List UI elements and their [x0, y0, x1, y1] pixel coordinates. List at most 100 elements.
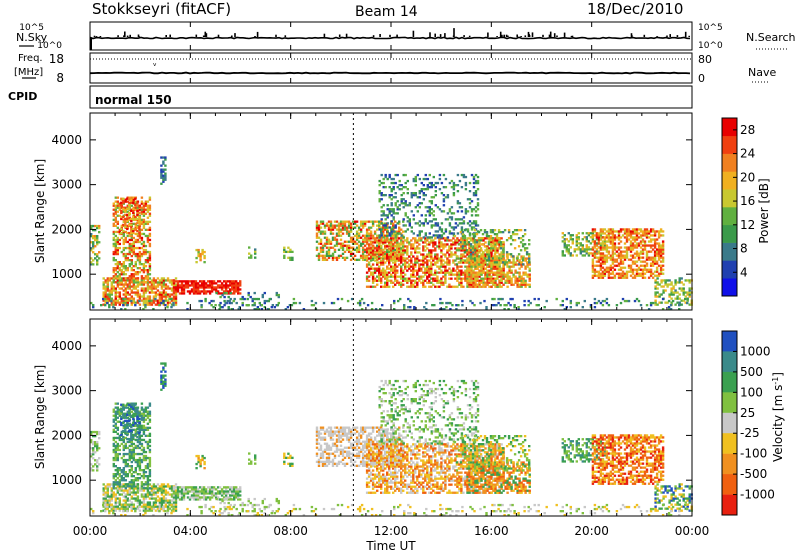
power-cell [464, 261, 467, 264]
power-cell [108, 295, 112, 298]
power-cell [386, 222, 389, 225]
power-cell [361, 252, 365, 256]
power-cell [206, 284, 210, 287]
power-cell [454, 269, 457, 272]
power-cell [406, 251, 409, 254]
power-cell [396, 281, 399, 284]
power-cell [386, 224, 389, 227]
power-cell [365, 239, 369, 242]
power-cell [380, 230, 383, 233]
power-cell [468, 263, 471, 266]
power-cell [506, 281, 509, 284]
power-cell [466, 281, 469, 284]
power-cell [448, 283, 451, 286]
power-cell [367, 257, 371, 260]
power-cell [662, 291, 665, 294]
power-cell [595, 264, 599, 267]
power-cell [124, 289, 128, 292]
power-cell [237, 308, 240, 311]
power-cell [152, 299, 156, 302]
power-cell [406, 285, 409, 288]
power-cell [128, 265, 132, 268]
power-cell [384, 226, 387, 229]
power-cell [672, 291, 675, 294]
power-cell [418, 239, 421, 242]
power-cell [246, 304, 249, 307]
power-cell [206, 290, 210, 293]
power-cell [649, 264, 653, 267]
power-cell [587, 234, 591, 237]
power-cell [380, 256, 383, 260]
power-cell [142, 281, 146, 284]
velocity-cell [96, 469, 99, 472]
power-cell [146, 236, 150, 240]
power-cell [373, 277, 377, 280]
power-cell [458, 277, 461, 280]
power-cell [124, 267, 128, 270]
velocity-cell [110, 509, 114, 512]
power-cell [398, 208, 401, 211]
power-cell [428, 251, 431, 254]
power-cell [577, 246, 581, 249]
power-cell [605, 250, 609, 253]
power-cell [148, 252, 152, 256]
power-cell [380, 277, 383, 280]
power-cell [464, 175, 468, 179]
power-cell [382, 210, 385, 213]
power-cell [406, 279, 409, 282]
power-cell [357, 240, 361, 243]
power-cell [633, 244, 637, 247]
power-cell [489, 247, 493, 250]
power-cell [597, 236, 601, 239]
power-cell [386, 239, 389, 242]
power-cell [424, 285, 427, 288]
power-cell [390, 267, 393, 270]
power-cell [118, 281, 122, 284]
power-cell [456, 237, 459, 240]
power-cell [496, 251, 499, 254]
power-cell [373, 254, 377, 258]
power-cell [128, 259, 132, 262]
power-cell [339, 230, 343, 233]
power-cell [428, 259, 431, 262]
power-cell [227, 292, 230, 295]
power-cell [410, 265, 413, 268]
power-cell [403, 304, 406, 307]
power-cell [629, 250, 633, 253]
power-cell [430, 200, 434, 203]
power-cell [528, 263, 531, 266]
power-cell [477, 249, 481, 252]
power-cell [619, 240, 623, 243]
noise-bar [434, 33, 436, 37]
power-cell [470, 210, 474, 213]
power-cell [490, 285, 493, 288]
power-cell [482, 239, 485, 242]
power-cell [400, 273, 403, 276]
power-cell [228, 299, 231, 303]
power-cell [198, 299, 201, 303]
power-cell [414, 265, 417, 268]
power-cell [599, 228, 603, 231]
power-cell [142, 226, 146, 230]
power-cell [497, 229, 501, 232]
power-cell [263, 299, 267, 303]
power-cell [166, 287, 170, 290]
power-cell [450, 273, 453, 276]
velocity-cell [94, 463, 97, 466]
power-cell [499, 231, 503, 234]
power-cell [611, 254, 615, 257]
power-cell [651, 238, 655, 241]
power-cell [613, 246, 617, 249]
power-cell [571, 242, 575, 245]
power-cell [365, 271, 369, 274]
power-cell [142, 220, 146, 224]
power-cell [128, 281, 132, 284]
power-cell [126, 200, 130, 203]
power-cell [182, 284, 186, 287]
power-cell [142, 214, 146, 217]
power-cell [450, 218, 454, 221]
power-cell [287, 256, 290, 260]
power-cell [597, 242, 601, 245]
power-cell [416, 245, 419, 248]
power-cell [475, 257, 479, 260]
